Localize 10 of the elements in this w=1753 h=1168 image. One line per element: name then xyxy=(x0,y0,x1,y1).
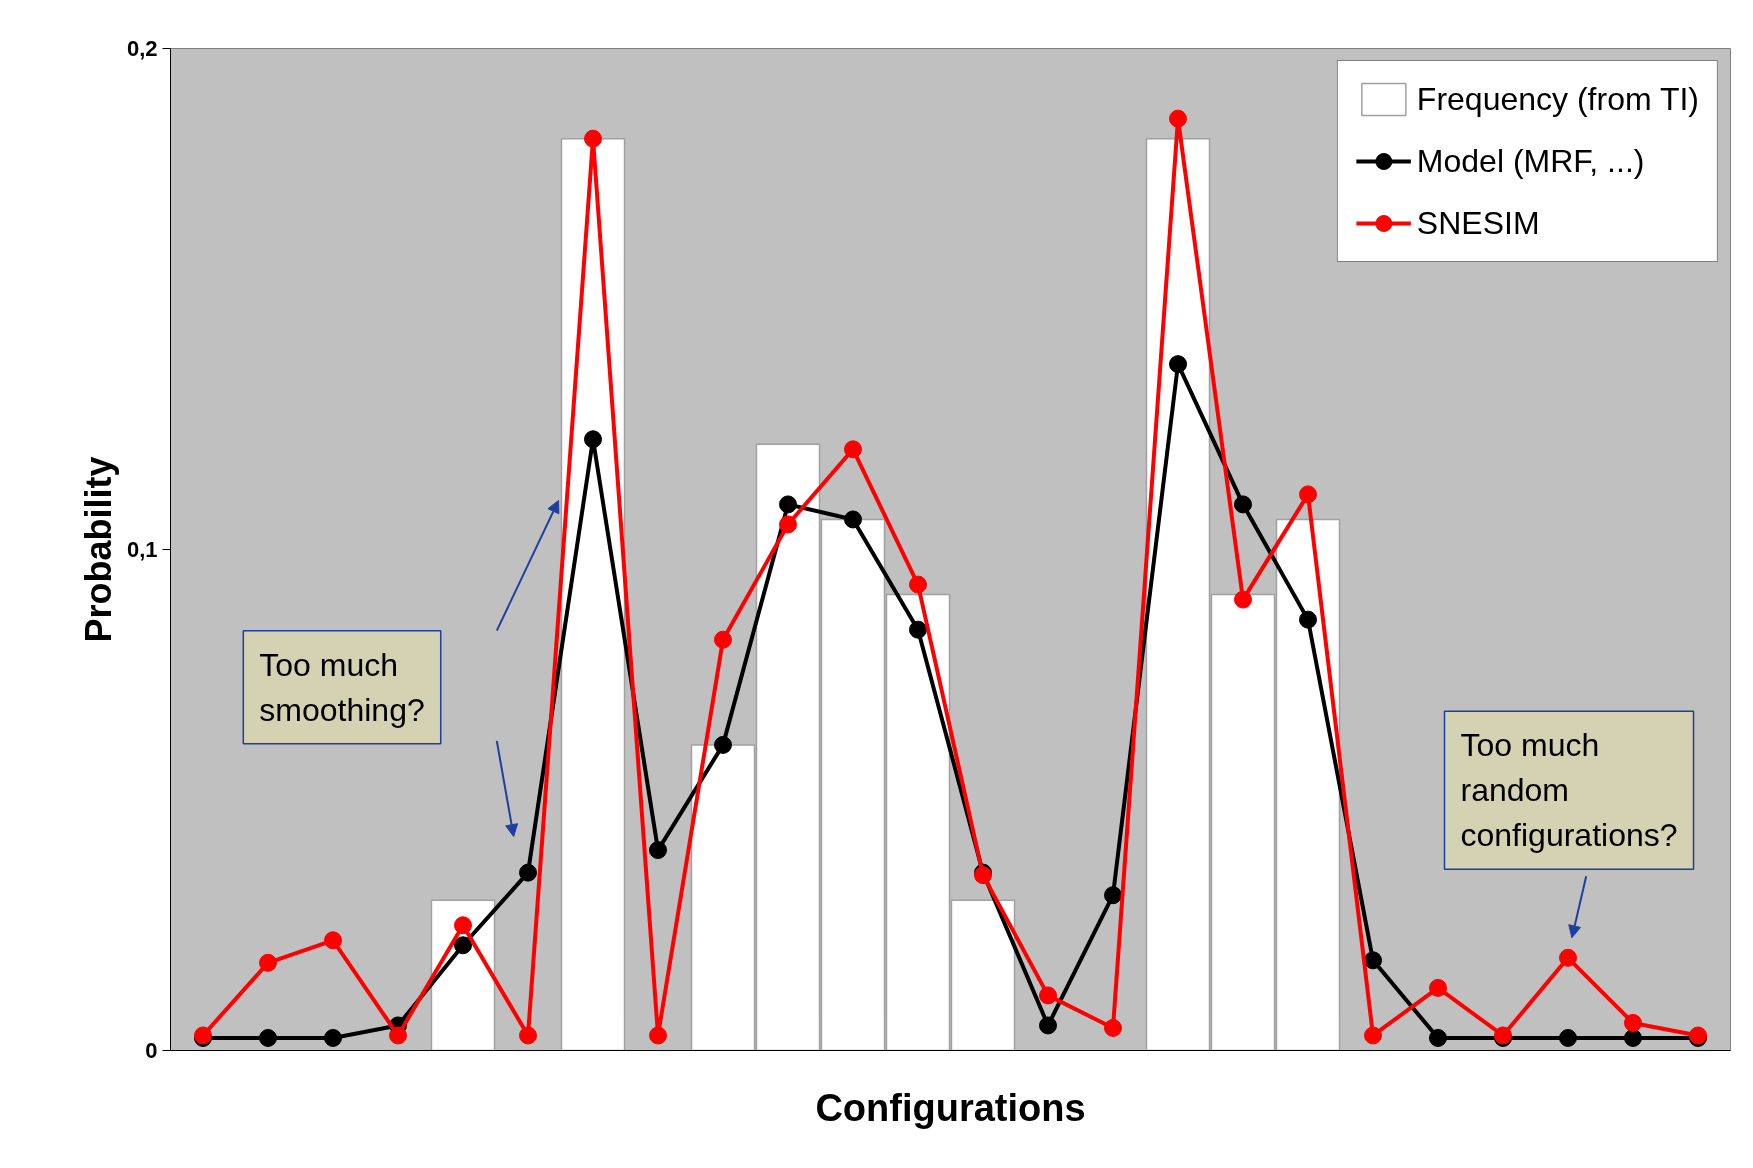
y-axis-title: Probability xyxy=(77,456,119,643)
y-tick-label: 0,2 xyxy=(126,36,158,61)
y-tick-label: 0 xyxy=(145,1038,158,1063)
y-tick-label: 0,1 xyxy=(126,537,158,562)
annotation: Too much smoothing? xyxy=(259,646,425,728)
x-axis-title: Configurations xyxy=(815,1086,1086,1129)
legend-label: Frequency (from TI) xyxy=(1416,80,1699,118)
annotation: Too much random configurations? xyxy=(1460,727,1678,854)
legend-label: SNESIM xyxy=(1416,204,1540,242)
legend-label: Model (MRF, ...) xyxy=(1416,142,1645,180)
